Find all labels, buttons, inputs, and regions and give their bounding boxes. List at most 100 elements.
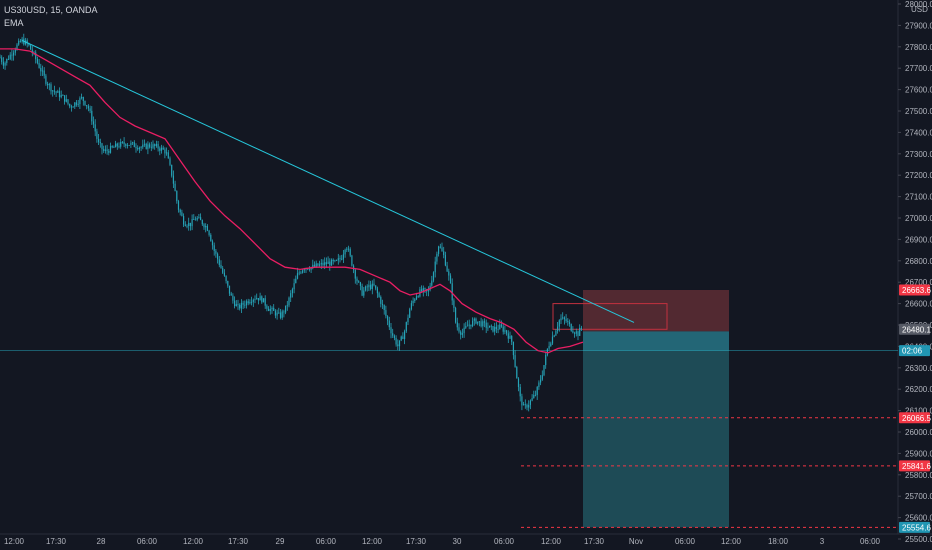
candle-body xyxy=(509,335,511,339)
candle-body xyxy=(453,300,455,308)
candle-body xyxy=(276,312,278,316)
candle-body xyxy=(575,331,577,334)
candle-body xyxy=(470,324,472,327)
candle-body xyxy=(286,305,288,307)
candle-body xyxy=(548,346,550,349)
candle-body xyxy=(446,265,448,272)
candle-body xyxy=(227,281,229,286)
candle-body xyxy=(341,258,343,260)
price-tag-bg xyxy=(899,323,930,335)
candle-body xyxy=(405,322,407,332)
candle-body xyxy=(577,331,579,336)
candle-body xyxy=(528,404,530,408)
candle-body xyxy=(213,245,215,251)
price-tag-label: 26066.5 xyxy=(902,414,931,423)
candle-body xyxy=(519,386,521,397)
candle-body xyxy=(308,269,310,271)
candle-body xyxy=(324,262,326,266)
candle-body xyxy=(77,104,79,105)
candle-body xyxy=(421,289,423,292)
take-profit-zone xyxy=(583,331,729,528)
candle-body xyxy=(342,254,344,260)
candle-body xyxy=(101,143,103,150)
candle-body xyxy=(295,278,297,284)
price-tag-bg xyxy=(899,460,930,472)
candle-body xyxy=(210,234,212,242)
x-tick-label: 18:00 xyxy=(768,537,789,546)
candle-body xyxy=(422,288,424,292)
candle-body xyxy=(249,302,251,304)
x-tick-label: 17:30 xyxy=(228,537,249,546)
candle-body xyxy=(256,298,258,300)
candle-body xyxy=(225,275,227,282)
candle-body xyxy=(145,143,147,149)
candle-body xyxy=(436,253,438,262)
candle-body xyxy=(128,145,130,146)
candle-body xyxy=(461,333,463,335)
y-tick-label: 27000.0 xyxy=(905,214,932,223)
candle-body xyxy=(196,218,198,220)
candle-body xyxy=(273,307,275,311)
candle-body xyxy=(242,302,244,305)
candle-body xyxy=(19,40,21,42)
candle-body xyxy=(189,222,191,227)
currency-label: USD xyxy=(911,5,928,14)
candle-body xyxy=(2,61,4,66)
chart-legend: US30USD, 15, OANDA EMA xyxy=(4,4,98,30)
candle-body xyxy=(431,280,433,286)
y-tick-label: 25900.0 xyxy=(905,449,932,458)
y-tick-label: 26800.0 xyxy=(905,257,932,266)
candle-body xyxy=(217,253,219,260)
candle-body xyxy=(38,62,40,68)
candle-body xyxy=(290,293,292,298)
candle-body xyxy=(283,311,285,313)
candle-body xyxy=(149,144,151,147)
candle-body xyxy=(108,150,110,153)
y-tick-label: 26300.0 xyxy=(905,364,932,373)
candle-body xyxy=(74,102,76,107)
candle-body xyxy=(404,331,406,340)
y-tick-label: 26600.0 xyxy=(905,300,932,309)
candle-body xyxy=(409,309,411,318)
candle-body xyxy=(465,326,467,328)
candle-body xyxy=(92,121,95,125)
price-tag-bg xyxy=(899,412,930,424)
candle-body xyxy=(252,299,254,302)
x-tick-label: 3 xyxy=(820,537,825,546)
candle-body xyxy=(174,183,176,192)
candle-body xyxy=(188,222,190,226)
candle-body xyxy=(154,144,156,146)
candle-body xyxy=(541,375,543,380)
candle-body xyxy=(346,248,348,250)
candle-body xyxy=(364,286,367,291)
candle-body xyxy=(103,149,105,151)
candle-body xyxy=(162,147,164,150)
candle-body xyxy=(48,84,50,86)
candle-body xyxy=(534,394,537,396)
candle-body xyxy=(41,70,44,72)
candle-body xyxy=(424,288,426,290)
candle-body xyxy=(359,282,361,286)
candle-body xyxy=(349,249,351,256)
candle-body xyxy=(218,259,220,265)
candle-body xyxy=(438,246,440,254)
y-tick-label: 28000.0 xyxy=(905,0,932,9)
candle-body xyxy=(52,90,54,92)
candle-body xyxy=(550,343,552,347)
reference-box xyxy=(552,303,668,330)
candle-body xyxy=(300,272,302,274)
candle-body xyxy=(397,344,399,347)
candle-body xyxy=(1,57,3,62)
candle-body xyxy=(293,283,295,290)
candle-body xyxy=(99,142,101,144)
candle-body xyxy=(166,152,168,154)
candle-body xyxy=(14,49,16,53)
candle-body xyxy=(482,321,484,327)
candle-body xyxy=(511,335,513,342)
candle-body xyxy=(7,58,10,60)
candle-body xyxy=(354,270,356,279)
candle-body xyxy=(115,143,117,148)
y-tick-label: 27700.0 xyxy=(905,64,932,73)
candle-body xyxy=(572,330,574,333)
